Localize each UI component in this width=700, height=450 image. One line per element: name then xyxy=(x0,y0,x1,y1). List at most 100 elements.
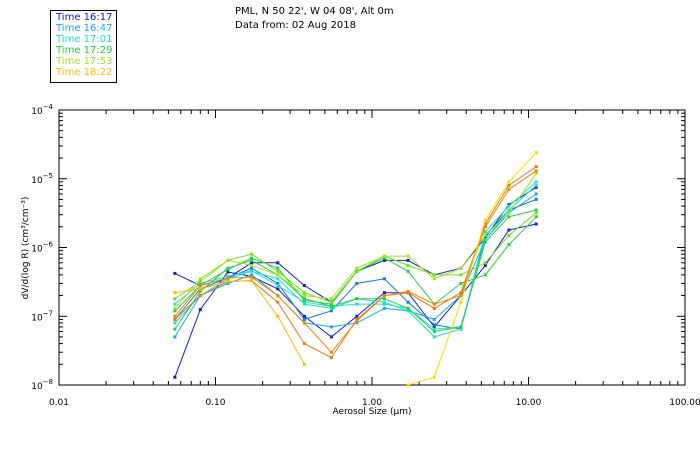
data-point xyxy=(534,151,538,155)
data-point xyxy=(534,192,538,196)
series-12 xyxy=(173,279,306,366)
data-point xyxy=(302,300,306,304)
data-point xyxy=(432,273,436,277)
series-line xyxy=(407,152,537,386)
legend-entry: Time 16:47 xyxy=(56,23,113,34)
data-point xyxy=(355,281,359,285)
data-point xyxy=(355,319,359,323)
series-11 xyxy=(173,169,538,354)
data-point xyxy=(226,281,230,285)
data-point xyxy=(459,273,463,277)
data-point xyxy=(432,325,436,329)
data-point xyxy=(382,297,386,301)
data-point xyxy=(173,314,177,318)
data-point xyxy=(483,273,487,277)
data-point xyxy=(226,274,230,278)
data-point xyxy=(534,169,538,173)
data-point xyxy=(173,297,177,301)
data-point xyxy=(534,165,538,169)
data-point xyxy=(173,309,177,313)
data-point xyxy=(250,263,254,267)
data-point xyxy=(459,281,463,285)
data-point xyxy=(406,289,410,293)
y-tick-label: 10−6 xyxy=(31,241,53,255)
data-date-header: Data from: 02 Aug 2018 xyxy=(235,20,356,31)
data-point xyxy=(432,330,436,333)
data-point xyxy=(198,280,202,283)
series-line xyxy=(174,280,305,365)
data-point xyxy=(276,284,280,287)
data-point xyxy=(329,302,333,306)
data-point xyxy=(198,281,202,285)
data-point xyxy=(432,306,436,310)
data-point xyxy=(459,291,463,295)
series-13 xyxy=(406,151,538,387)
data-point xyxy=(173,306,177,310)
data-point xyxy=(507,228,511,232)
data-point xyxy=(302,362,306,366)
data-point xyxy=(173,271,177,275)
data-point xyxy=(432,335,436,339)
data-point xyxy=(432,327,436,331)
x-tick-label: 1.00 xyxy=(362,398,382,408)
data-point xyxy=(173,291,177,295)
data-point xyxy=(534,215,538,219)
plot-area xyxy=(58,109,686,386)
data-point xyxy=(250,273,254,277)
data-point xyxy=(432,277,436,281)
data-point xyxy=(355,321,359,325)
data-point xyxy=(382,258,386,262)
x-axis-ticks: 0.01 0.10 1.00 10.00 100.00 xyxy=(49,110,700,408)
data-point xyxy=(507,187,511,191)
location-header: PML, N 50 22', W 04 08', Alt 0m xyxy=(235,6,394,17)
data-point xyxy=(250,252,254,256)
data-point xyxy=(355,314,359,318)
data-point xyxy=(382,306,386,310)
data-point xyxy=(507,233,511,237)
data-point xyxy=(459,294,463,298)
data-point xyxy=(534,208,538,212)
data-point xyxy=(276,269,280,273)
data-point xyxy=(507,211,511,215)
data-point xyxy=(483,238,487,242)
data-point xyxy=(302,321,306,325)
data-point xyxy=(406,306,410,310)
data-point xyxy=(406,383,410,387)
data-point xyxy=(302,298,306,302)
x-tick-label: 0.01 xyxy=(49,398,69,408)
data-point xyxy=(173,375,177,379)
data-point xyxy=(250,275,254,279)
legend: Time 16:17 Time 16:47 Time 17:01 Time 17:29… xyxy=(50,10,117,83)
data-point xyxy=(534,171,538,175)
data-point xyxy=(276,294,280,298)
data-point xyxy=(302,297,306,301)
data-point xyxy=(406,300,410,304)
data-point xyxy=(276,287,280,291)
legend-entry: Time 17:29 xyxy=(56,45,113,56)
data-point xyxy=(302,317,306,321)
data-point xyxy=(507,180,511,184)
data-point xyxy=(173,317,177,321)
data-point xyxy=(276,281,280,285)
data-point xyxy=(534,183,538,187)
data-point xyxy=(250,258,254,262)
data-point xyxy=(250,266,254,270)
x-axis-title: Aerosol Size (μm) xyxy=(333,407,412,417)
x-tick-label: 0.10 xyxy=(205,398,225,408)
data-point xyxy=(432,302,436,306)
data-point xyxy=(534,222,538,226)
data-point xyxy=(250,279,254,283)
data-point xyxy=(382,277,386,281)
data-point xyxy=(198,284,202,287)
legend-entry: Time 16:17 xyxy=(56,12,113,23)
data-point xyxy=(329,297,333,301)
y-tick-label: 10−4 xyxy=(31,103,53,117)
data-point xyxy=(198,308,202,312)
y-tick-label: 10−7 xyxy=(31,309,53,323)
data-point xyxy=(483,236,487,239)
data-point xyxy=(355,269,359,273)
data-point xyxy=(534,211,538,215)
data-point xyxy=(483,261,487,265)
data-point xyxy=(173,335,177,339)
